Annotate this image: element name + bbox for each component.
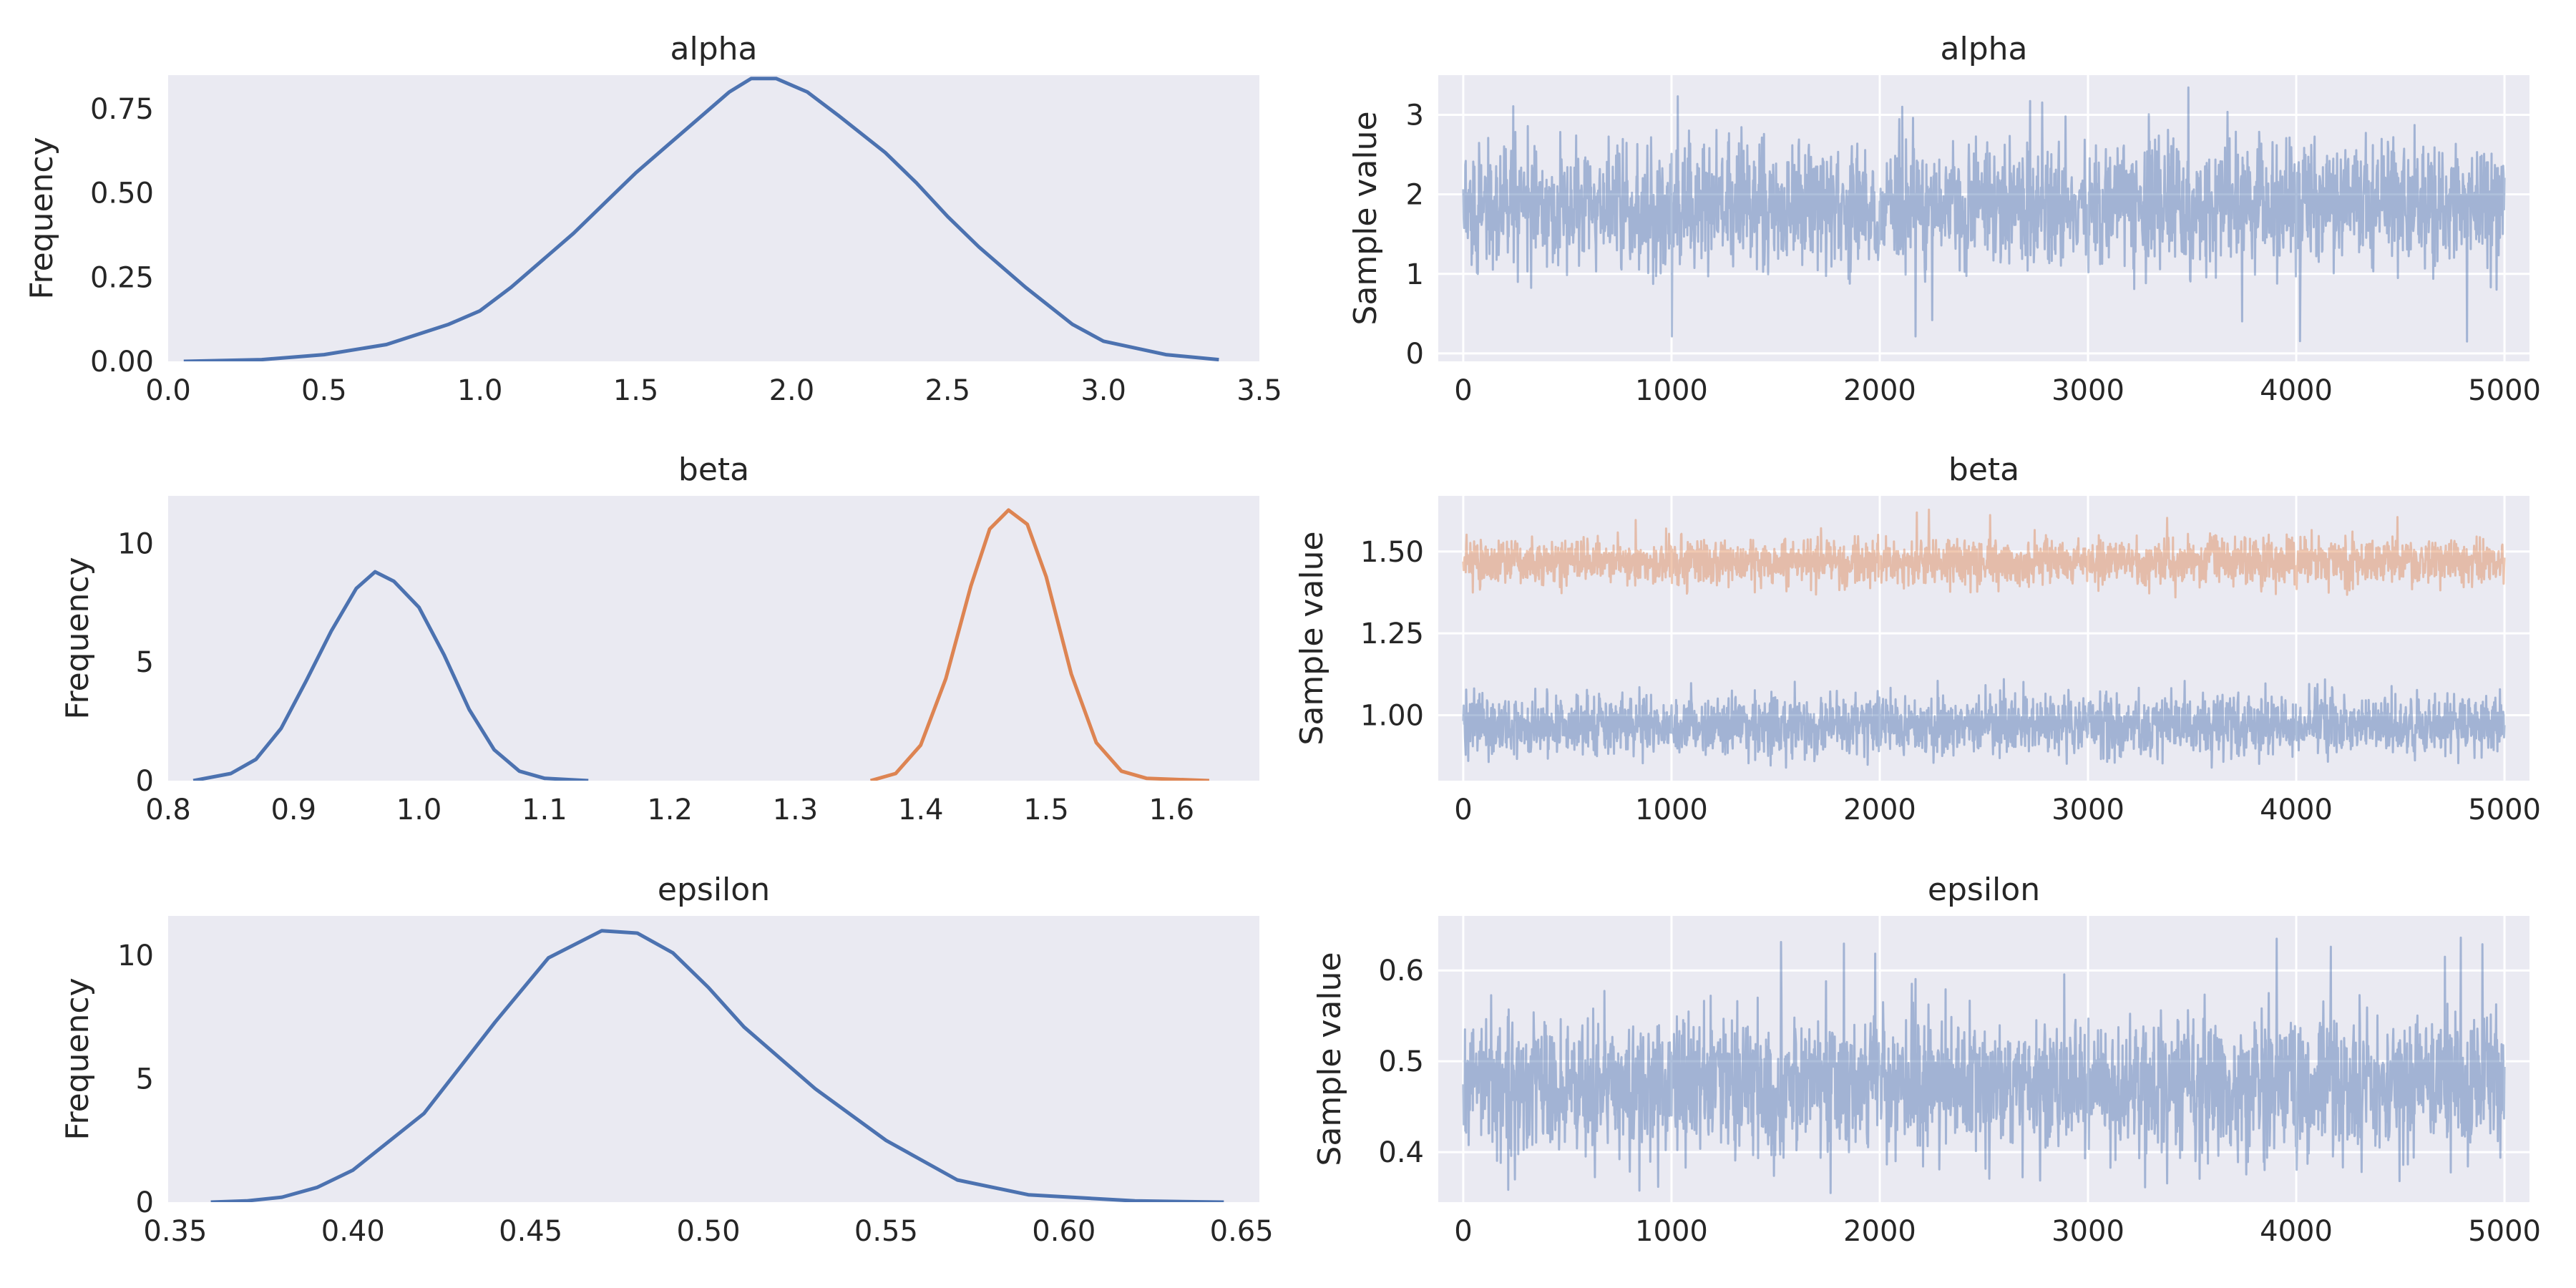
x-tick-label: 1.0 [457, 374, 503, 407]
x-tick-label: 1.3 [773, 794, 819, 826]
x-tick-label: 1.2 [647, 794, 693, 826]
x-tick-label: 1000 [1635, 1215, 1708, 1248]
panel-title: alpha [670, 31, 758, 67]
x-tick-label: 0 [1454, 1215, 1472, 1248]
plot-area [168, 916, 1259, 1202]
density-line-2 [869, 508, 1209, 781]
x-tick-label: 1000 [1635, 374, 1708, 407]
y-axis-label: Frequency [59, 557, 96, 719]
x-tick-label: 0.35 [143, 1215, 207, 1248]
density-line-1 [210, 929, 1224, 1202]
y-tick-label: 0.75 [90, 93, 154, 126]
x-tick-label: 0.60 [1032, 1215, 1096, 1248]
x-tick-label: 5000 [2468, 794, 2541, 826]
x-tick-label: 4000 [2260, 794, 2333, 826]
plot-area [168, 496, 1259, 781]
y-axis-label: Frequency [24, 137, 60, 299]
x-tick-label: 0.40 [321, 1215, 385, 1248]
x-tick-label: 1.6 [1148, 794, 1194, 826]
panel-5: 0.35 0.40 0.45 0.50 0.55 0.60 0.65 0 5 10 epsilon F… [59, 872, 1274, 1248]
x-tick-label: 5000 [2468, 1215, 2541, 1248]
panel-2: 0 1000 2000 3000 4000 5000 0 1 2 3 alpha Sample val… [1347, 31, 2541, 407]
x-tick-label: 1.1 [522, 794, 567, 826]
y-tick-label: 10 [117, 527, 154, 560]
x-tick-label: 0.45 [499, 1215, 562, 1248]
y-tick-label: 0.50 [90, 177, 154, 210]
x-tick-label: 0.8 [145, 794, 191, 826]
x-tick-label: 1.0 [396, 794, 442, 826]
y-tick-label: 2 [1406, 179, 1424, 212]
x-tick-label: 1.5 [1023, 794, 1069, 826]
y-axis-label: Sample value [1347, 111, 1384, 325]
y-tick-label: 1 [1406, 258, 1424, 291]
x-tick-label: 0.5 [301, 374, 347, 407]
x-tick-label: 2000 [1843, 794, 1916, 826]
y-tick-label: 1.00 [1360, 700, 1424, 733]
trace-line-2 [1462, 508, 2506, 599]
panel-title: alpha [1941, 31, 2028, 67]
panel-3: 0.8 0.9 1.0 1.1 1.2 1.3 1.4 1.5 1.6 0 5 10 beta Frequ… [59, 452, 1259, 826]
y-tick-label: 1.50 [1360, 536, 1424, 569]
x-tick-label: 2000 [1843, 1215, 1916, 1248]
y-tick-label: 5 [136, 1063, 154, 1096]
panel-6: 0 1000 2000 3000 4000 5000 0.4 0.5 0.6 epsilon Sam… [1312, 872, 2541, 1248]
x-tick-label: 0 [1454, 794, 1472, 826]
x-tick-label: 3.0 [1080, 374, 1126, 407]
density-line-1 [192, 570, 589, 781]
y-axis-label: Frequency [59, 977, 96, 1140]
x-tick-label: 3000 [2051, 1215, 2124, 1248]
y-axis-label: Sample value [1294, 531, 1330, 745]
plot-area [1438, 916, 2529, 1202]
y-tick-label: 5 [136, 646, 154, 679]
x-tick-label: 0.50 [677, 1215, 741, 1248]
x-tick-label: 0.55 [854, 1215, 918, 1248]
trace-line-1 [1462, 678, 2506, 769]
x-tick-label: 0.9 [270, 794, 316, 826]
x-tick-label: 2.5 [924, 374, 970, 407]
x-tick-label: 3000 [2051, 374, 2124, 407]
trace-line-1 [1462, 936, 2506, 1194]
y-tick-label: 10 [117, 940, 154, 972]
y-axis-label: Sample value [1312, 952, 1348, 1166]
density-line-1 [183, 77, 1219, 361]
x-tick-label: 2.0 [769, 374, 815, 407]
y-tick-label: 0 [136, 765, 154, 798]
panel-title: epsilon [658, 872, 770, 908]
y-tick-label: 0.5 [1378, 1045, 1424, 1078]
y-tick-label: 0.25 [90, 261, 154, 294]
trace-line-1 [1462, 86, 2506, 343]
y-tick-label: 0.6 [1378, 955, 1424, 987]
y-tick-label: 1.25 [1360, 618, 1424, 650]
x-tick-label: 4000 [2260, 374, 2333, 407]
y-tick-label: 0.4 [1378, 1136, 1424, 1169]
y-tick-label: 0 [136, 1186, 154, 1219]
panel-title: beta [1948, 452, 2019, 488]
x-tick-label: 0.65 [1210, 1215, 1274, 1248]
x-tick-label: 0 [1454, 374, 1472, 407]
x-tick-label: 1000 [1635, 794, 1708, 826]
x-tick-label: 1.4 [898, 794, 944, 826]
x-tick-label: 4000 [2260, 1215, 2333, 1248]
plot-area [1438, 496, 2529, 781]
y-tick-label: 0.00 [90, 346, 154, 379]
plot-area [1438, 75, 2529, 361]
y-tick-label: 0 [1406, 338, 1424, 371]
x-tick-label: 2000 [1843, 374, 1916, 407]
panel-title: beta [678, 452, 749, 488]
panel-title: epsilon [1928, 872, 2040, 908]
x-tick-label: 3000 [2051, 794, 2124, 826]
x-tick-label: 5000 [2468, 374, 2541, 407]
plot-area [168, 75, 1259, 361]
panel-1: 0.0 0.5 1.0 1.5 2.0 2.5 3.0 3.5 0.00 0.25 0.50 0.75… [24, 31, 1282, 407]
panel-4: 0 1000 2000 3000 4000 5000 1.00 1.25 1.50 beta Sam… [1294, 452, 2541, 826]
y-tick-label: 3 [1406, 99, 1424, 132]
x-tick-label: 3.5 [1236, 374, 1282, 407]
x-tick-label: 0.0 [145, 374, 191, 407]
x-tick-label: 1.5 [613, 374, 659, 407]
